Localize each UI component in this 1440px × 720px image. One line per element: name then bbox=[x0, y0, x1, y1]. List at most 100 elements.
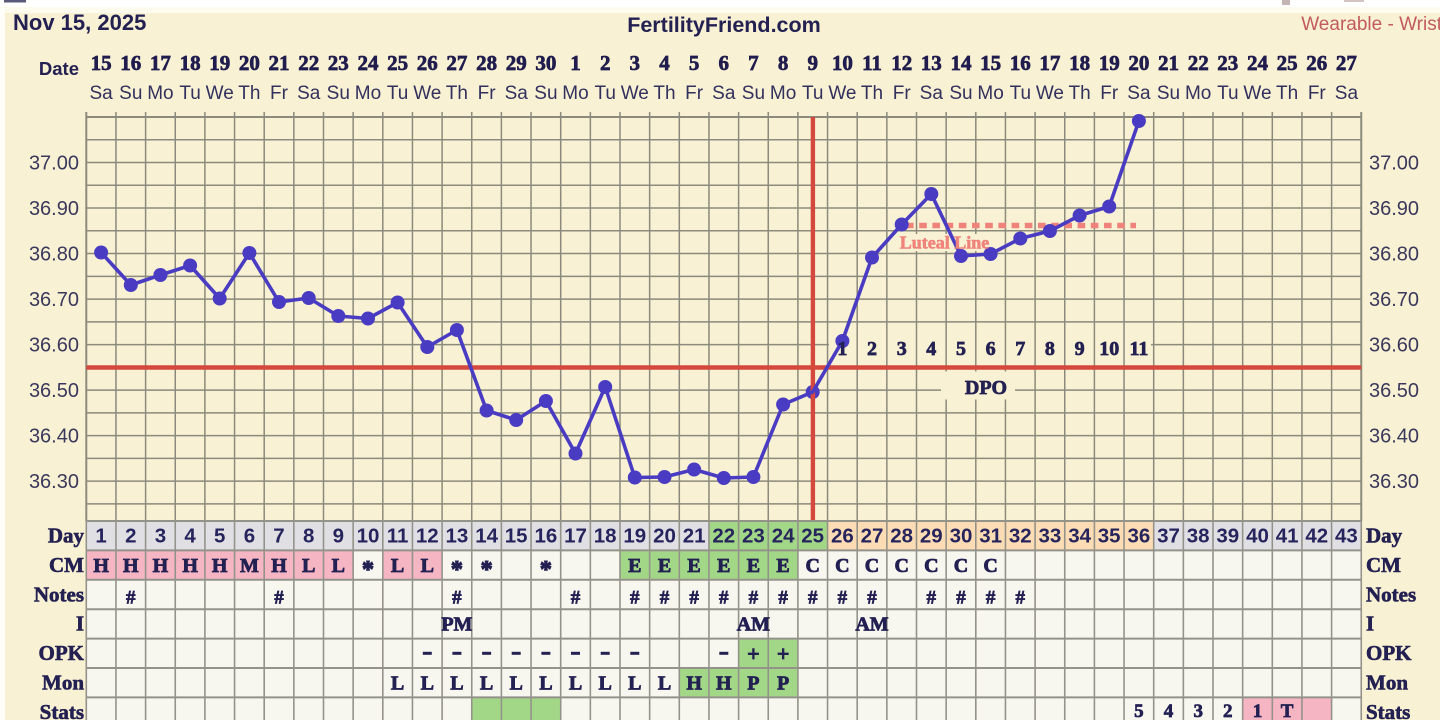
svg-text:2: 2 bbox=[125, 525, 136, 548]
svg-text:26: 26 bbox=[417, 51, 438, 75]
svg-text:Fr: Fr bbox=[270, 83, 289, 104]
svg-text:L: L bbox=[302, 555, 315, 577]
svg-text:Wearable - Wrist: Wearable - Wrist bbox=[1301, 14, 1440, 35]
svg-text:Nov 15, 2025: Nov 15, 2025 bbox=[13, 10, 146, 35]
svg-text:H: H bbox=[716, 673, 732, 695]
svg-text:Mo: Mo bbox=[770, 83, 796, 104]
svg-text:28: 28 bbox=[890, 525, 913, 548]
svg-text:8: 8 bbox=[303, 525, 314, 548]
svg-text:*: * bbox=[451, 557, 463, 583]
svg-text:23: 23 bbox=[328, 51, 349, 75]
svg-text:4: 4 bbox=[659, 51, 670, 75]
svg-text:6: 6 bbox=[986, 338, 996, 360]
svg-text:36.50: 36.50 bbox=[1369, 380, 1419, 402]
svg-text:13: 13 bbox=[921, 51, 942, 75]
svg-text:34: 34 bbox=[1068, 525, 1091, 548]
svg-text:L: L bbox=[480, 673, 493, 695]
svg-text:L: L bbox=[569, 673, 582, 695]
svg-text:9: 9 bbox=[1075, 338, 1085, 360]
svg-text:#: # bbox=[749, 587, 759, 608]
svg-text:Day: Day bbox=[48, 524, 85, 548]
svg-text:Sa: Sa bbox=[297, 83, 321, 104]
svg-text:Luteal Line: Luteal Line bbox=[900, 233, 990, 253]
svg-text:#: # bbox=[126, 587, 136, 608]
svg-text:5: 5 bbox=[956, 338, 966, 360]
svg-text:We: We bbox=[621, 83, 649, 104]
svg-text:#: # bbox=[1016, 587, 1026, 608]
svg-text:L: L bbox=[391, 673, 404, 695]
svg-text:L: L bbox=[332, 555, 345, 577]
svg-text:21: 21 bbox=[1158, 51, 1179, 75]
svg-text:23: 23 bbox=[742, 525, 765, 548]
svg-text:Tu: Tu bbox=[802, 83, 823, 104]
svg-text:OPK: OPK bbox=[39, 641, 85, 665]
svg-text:*: * bbox=[362, 557, 374, 583]
svg-text:6: 6 bbox=[244, 525, 255, 548]
svg-text:Tu: Tu bbox=[387, 83, 408, 104]
svg-text:Tu: Tu bbox=[1217, 83, 1238, 104]
svg-text:36: 36 bbox=[1127, 525, 1150, 548]
svg-text:Sa: Sa bbox=[920, 83, 944, 104]
svg-text:36.30: 36.30 bbox=[1369, 471, 1419, 493]
svg-text:36.60: 36.60 bbox=[1369, 335, 1419, 357]
svg-text:+: + bbox=[777, 641, 790, 666]
svg-text:We: We bbox=[1243, 83, 1271, 104]
svg-text:7: 7 bbox=[273, 525, 284, 548]
svg-text:L: L bbox=[658, 673, 671, 695]
svg-text:21: 21 bbox=[683, 525, 706, 548]
svg-text:23: 23 bbox=[1217, 51, 1238, 75]
svg-text:#: # bbox=[689, 587, 699, 608]
svg-text:14: 14 bbox=[951, 51, 973, 75]
svg-text:11: 11 bbox=[862, 51, 882, 75]
svg-text:C: C bbox=[983, 555, 997, 577]
svg-text:2: 2 bbox=[600, 51, 611, 75]
svg-text:39: 39 bbox=[1216, 525, 1239, 548]
svg-text:#: # bbox=[927, 587, 937, 608]
svg-text:C: C bbox=[835, 555, 849, 577]
svg-text:#: # bbox=[838, 587, 848, 608]
svg-text:36.40: 36.40 bbox=[1369, 426, 1419, 448]
svg-text:H: H bbox=[93, 555, 109, 577]
svg-text:Tu: Tu bbox=[594, 83, 615, 104]
svg-text:36.60: 36.60 bbox=[29, 335, 79, 357]
svg-text:Notes: Notes bbox=[1366, 582, 1416, 606]
svg-text:33: 33 bbox=[1038, 525, 1061, 548]
svg-text:C: C bbox=[865, 555, 879, 577]
svg-text:1: 1 bbox=[837, 338, 847, 360]
svg-text:Stats: Stats bbox=[1366, 700, 1410, 720]
svg-text:#: # bbox=[452, 587, 462, 608]
svg-text:36.90: 36.90 bbox=[1369, 198, 1419, 220]
svg-text:42: 42 bbox=[1305, 525, 1328, 548]
svg-text:T: T bbox=[1281, 701, 1294, 720]
svg-text:36.70: 36.70 bbox=[29, 289, 79, 311]
svg-text:CM: CM bbox=[49, 553, 84, 577]
svg-text:Mo: Mo bbox=[147, 83, 173, 104]
svg-text:5: 5 bbox=[214, 525, 225, 548]
svg-text:9: 9 bbox=[333, 525, 344, 548]
svg-text:Su: Su bbox=[949, 83, 972, 104]
svg-text:10: 10 bbox=[1099, 338, 1119, 360]
svg-text:Sa: Sa bbox=[712, 83, 736, 104]
svg-text:Su: Su bbox=[534, 83, 557, 104]
svg-text:Tu: Tu bbox=[179, 83, 200, 104]
svg-text:Mo: Mo bbox=[977, 83, 1003, 104]
svg-text:Day: Day bbox=[1366, 524, 1403, 548]
svg-text:Th: Th bbox=[446, 83, 468, 104]
svg-text:Tu: Tu bbox=[1010, 83, 1031, 104]
svg-text:12: 12 bbox=[891, 51, 912, 75]
svg-text:36.80: 36.80 bbox=[1369, 244, 1419, 266]
svg-text:11: 11 bbox=[387, 525, 409, 548]
svg-text:16: 16 bbox=[1010, 51, 1031, 75]
svg-text:40: 40 bbox=[1246, 525, 1269, 548]
svg-text:15: 15 bbox=[91, 51, 112, 75]
svg-text:20: 20 bbox=[653, 525, 676, 548]
svg-text:24: 24 bbox=[358, 51, 380, 75]
svg-text:22: 22 bbox=[712, 525, 735, 548]
svg-text:We: We bbox=[1036, 83, 1064, 104]
svg-text:36.90: 36.90 bbox=[29, 198, 79, 220]
svg-text:20: 20 bbox=[1128, 51, 1149, 75]
svg-text:19: 19 bbox=[623, 525, 646, 548]
svg-text:Su: Su bbox=[327, 83, 350, 104]
svg-text:L: L bbox=[510, 673, 523, 695]
svg-text:Sa: Sa bbox=[89, 83, 113, 104]
